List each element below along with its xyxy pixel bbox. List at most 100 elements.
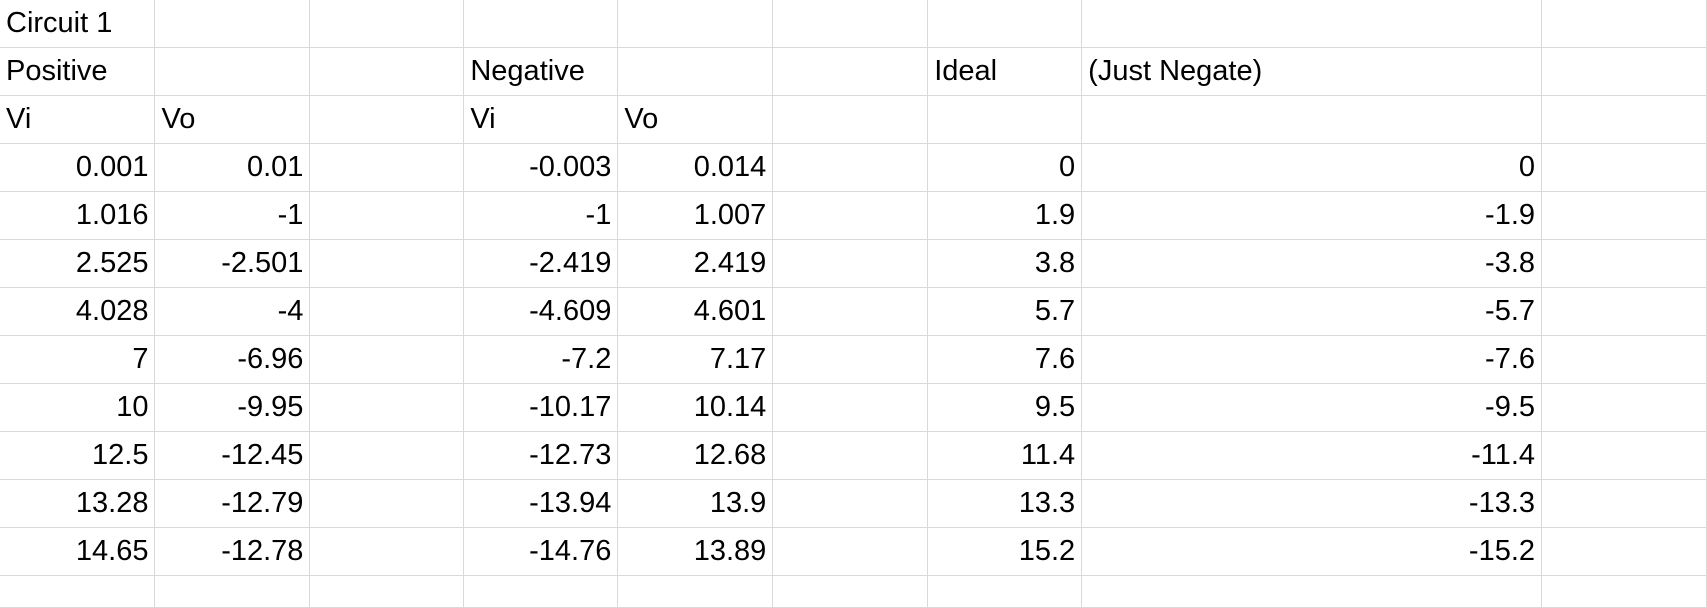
cell[interactable] — [1541, 0, 1707, 48]
cell[interactable]: 0.01 — [154, 143, 311, 192]
cell[interactable] — [927, 95, 1083, 144]
cell[interactable] — [154, 0, 311, 48]
cell[interactable] — [309, 383, 465, 432]
cell[interactable] — [617, 47, 774, 96]
cell[interactable] — [1541, 287, 1707, 336]
cell[interactable] — [1541, 95, 1707, 144]
cell[interactable] — [772, 239, 929, 288]
cell[interactable]: 13.3 — [927, 479, 1083, 528]
cell[interactable] — [927, 0, 1083, 48]
cell[interactable]: -1.9 — [1081, 191, 1543, 240]
cell[interactable]: 10.14 — [617, 383, 774, 432]
cell[interactable] — [0, 575, 156, 608]
cell[interactable]: 15.2 — [927, 527, 1083, 576]
cell[interactable] — [772, 335, 929, 384]
cell[interactable]: Vi — [0, 95, 156, 144]
cell[interactable]: 13.28 — [0, 479, 156, 528]
cell[interactable]: -12.78 — [154, 527, 311, 576]
cell[interactable] — [1541, 47, 1707, 96]
cell[interactable] — [1081, 575, 1543, 608]
cell[interactable] — [309, 95, 465, 144]
cell[interactable]: 2.419 — [617, 239, 774, 288]
cell[interactable]: 10 — [0, 383, 156, 432]
cell[interactable]: -9.5 — [1081, 383, 1543, 432]
cell[interactable]: 0.001 — [0, 143, 156, 192]
cell[interactable]: -15.2 — [1081, 527, 1543, 576]
cell[interactable]: 1.9 — [927, 191, 1083, 240]
cell[interactable]: -7.6 — [1081, 335, 1543, 384]
cell[interactable]: -9.95 — [154, 383, 311, 432]
cell[interactable]: 11.4 — [927, 431, 1083, 480]
cell[interactable]: -4.609 — [463, 287, 619, 336]
cell[interactable] — [154, 47, 311, 96]
cell[interactable] — [463, 0, 619, 48]
cell[interactable] — [1541, 239, 1707, 288]
cell[interactable]: -12.73 — [463, 431, 619, 480]
cell[interactable] — [927, 575, 1083, 608]
cell[interactable] — [309, 191, 465, 240]
cell[interactable] — [463, 575, 619, 608]
cell[interactable]: 3.8 — [927, 239, 1083, 288]
cell[interactable]: -10.17 — [463, 383, 619, 432]
cell[interactable]: 4.601 — [617, 287, 774, 336]
cell[interactable] — [772, 383, 929, 432]
cell[interactable]: 4.028 — [0, 287, 156, 336]
cell[interactable]: -1 — [154, 191, 311, 240]
cell[interactable] — [309, 431, 465, 480]
cell[interactable] — [772, 575, 929, 608]
cell[interactable] — [772, 191, 929, 240]
cell[interactable] — [772, 0, 929, 48]
cell[interactable]: -7.2 — [463, 335, 619, 384]
cell[interactable] — [772, 479, 929, 528]
cell[interactable]: 1.016 — [0, 191, 156, 240]
cell[interactable] — [1541, 335, 1707, 384]
cell[interactable] — [617, 575, 774, 608]
cell[interactable]: -11.4 — [1081, 431, 1543, 480]
cell[interactable] — [772, 287, 929, 336]
cell[interactable] — [1541, 479, 1707, 528]
cell[interactable]: -1 — [463, 191, 619, 240]
cell[interactable]: Positive — [0, 47, 156, 96]
cell[interactable] — [772, 431, 929, 480]
cell[interactable] — [772, 527, 929, 576]
cell[interactable] — [772, 47, 929, 96]
cell[interactable] — [309, 287, 465, 336]
cell[interactable] — [1541, 431, 1707, 480]
cell[interactable]: 5.7 — [927, 287, 1083, 336]
cell[interactable] — [309, 239, 465, 288]
cell[interactable] — [1081, 95, 1543, 144]
cell[interactable]: 13.89 — [617, 527, 774, 576]
cell[interactable] — [309, 0, 465, 48]
cell[interactable]: 0 — [1081, 143, 1543, 192]
cell[interactable] — [309, 527, 465, 576]
cell[interactable]: 1.007 — [617, 191, 774, 240]
cell[interactable]: 13.9 — [617, 479, 774, 528]
cell[interactable]: -3.8 — [1081, 239, 1543, 288]
cell[interactable] — [1081, 0, 1543, 48]
cell[interactable]: -13.94 — [463, 479, 619, 528]
cell[interactable] — [309, 479, 465, 528]
cell[interactable]: -2.501 — [154, 239, 311, 288]
cell[interactable] — [154, 575, 311, 608]
cell[interactable] — [772, 95, 929, 144]
cell[interactable] — [1541, 383, 1707, 432]
cell[interactable]: 2.525 — [0, 239, 156, 288]
cell[interactable] — [1541, 527, 1707, 576]
cell[interactable]: 12.5 — [0, 431, 156, 480]
cell[interactable]: -12.79 — [154, 479, 311, 528]
cell[interactable] — [309, 575, 465, 608]
cell[interactable]: -2.419 — [463, 239, 619, 288]
cell[interactable]: (Just Negate) — [1081, 47, 1543, 96]
cell[interactable]: Vi — [463, 95, 619, 144]
cell[interactable]: -0.003 — [463, 143, 619, 192]
cell[interactable]: 9.5 — [927, 383, 1083, 432]
cell[interactable]: Vo — [617, 95, 774, 144]
cell[interactable]: -13.3 — [1081, 479, 1543, 528]
cell[interactable]: -12.45 — [154, 431, 311, 480]
cell[interactable] — [309, 47, 465, 96]
cell[interactable]: 12.68 — [617, 431, 774, 480]
cell[interactable]: Negative — [463, 47, 619, 96]
cell[interactable] — [772, 143, 929, 192]
cell[interactable]: Ideal — [927, 47, 1083, 96]
cell[interactable]: -4 — [154, 287, 311, 336]
